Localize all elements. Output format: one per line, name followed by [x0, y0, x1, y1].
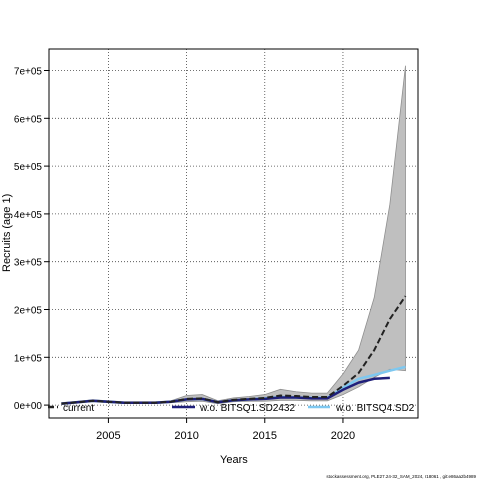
y-tick-label: 4e+05: [14, 210, 43, 221]
y-tick-label: 5e+05: [14, 162, 43, 173]
confidence-band: [61, 65, 406, 406]
x-tick-label: 2010: [174, 430, 198, 442]
y-tick-label: 1e+05: [14, 353, 43, 364]
y-tick-label: 7e+05: [14, 67, 43, 78]
legend-label-3: w.o. BITSQ4.SD2: [335, 403, 415, 414]
x-axis-ticks: 2005 2010 2015 2020: [96, 418, 355, 442]
x-tick-label: 2005: [96, 430, 120, 442]
footer-note: stockassessment.org, PLE27.24-32_SAM_202…: [326, 474, 476, 479]
series-line-1: [61, 295, 407, 405]
y-tick-label: 6e+05: [14, 114, 43, 125]
x-tick-label: 2020: [331, 430, 355, 442]
plot-frame: [48, 48, 419, 419]
confidence-band-area: [61, 65, 406, 406]
legend: current w.o. BITSQ1.SD2432 w.o. BITSQ4.SD2: [48, 403, 415, 414]
y-tick-label: 0e+00: [14, 401, 43, 412]
y-tick-label: 3e+05: [14, 258, 43, 269]
x-tick-label: 2015: [253, 430, 277, 442]
legend-label-2: w.o. BITSQ1.SD2432: [199, 403, 295, 414]
series-lines: [61, 295, 407, 405]
legend-label-1: current: [63, 403, 94, 414]
x-axis-label: Years: [220, 454, 248, 466]
y-axis-ticks: 0e+00 1e+05 2e+05 3e+05 4e+05 5e+05 6e+05 7e+05: [14, 67, 49, 412]
y-tick-label: 2e+05: [14, 305, 43, 316]
y-axis-label: Recruits (age 1): [1, 193, 13, 272]
